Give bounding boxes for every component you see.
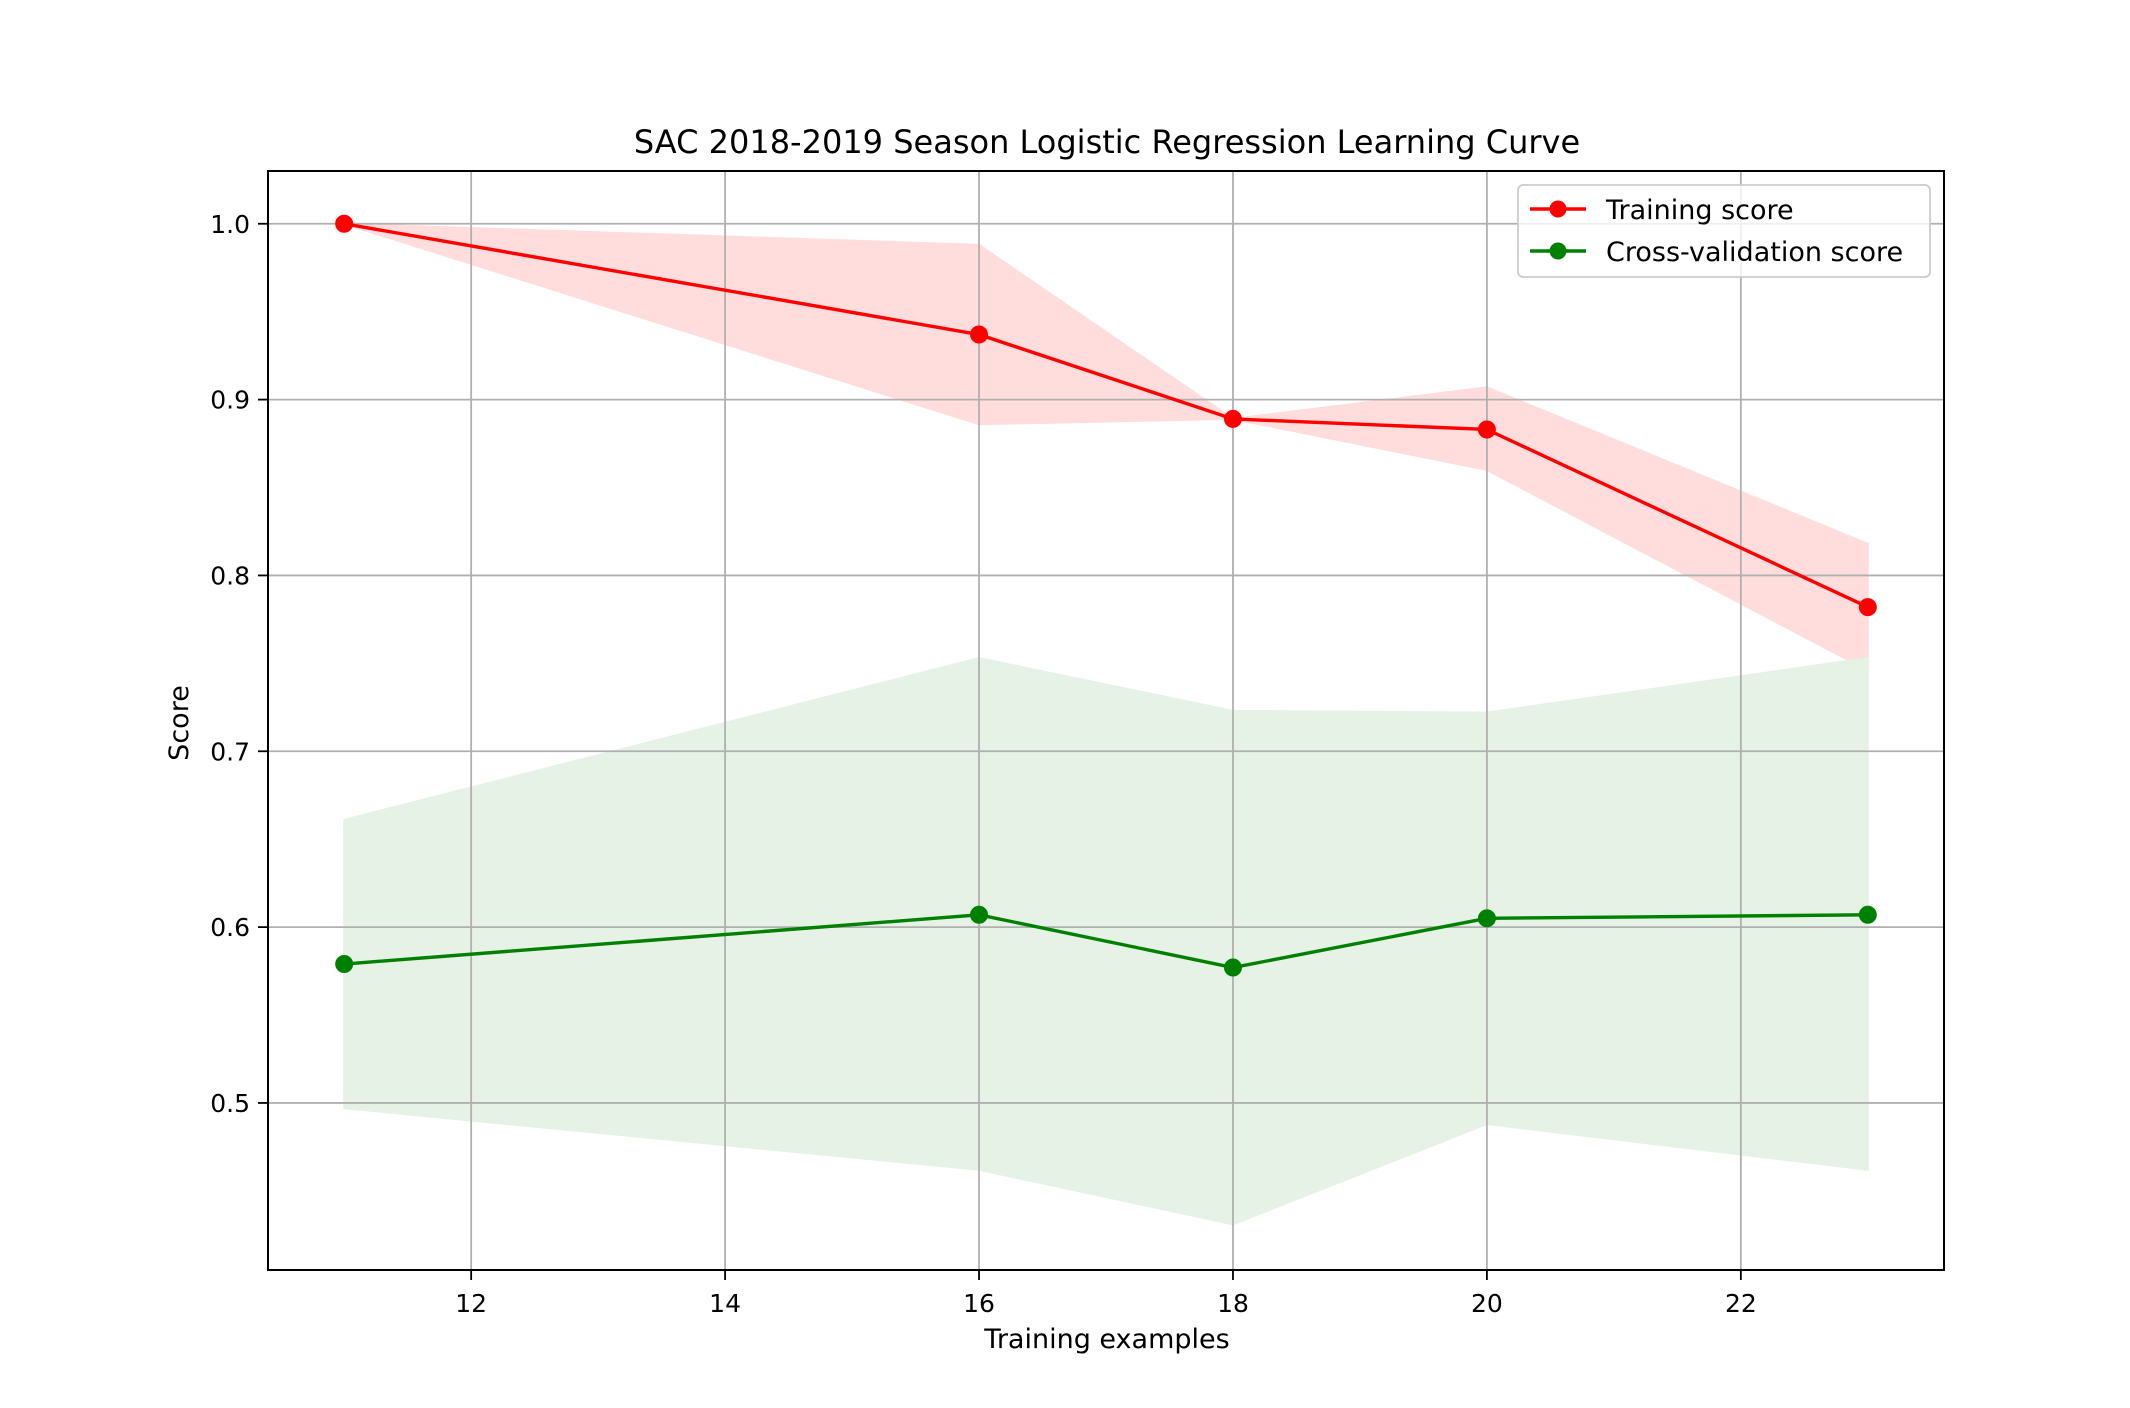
legend: Training score Cross-validation score (1517, 184, 1931, 278)
y-tick-label-0: 0.5 (210, 1089, 250, 1118)
chart-title: SAC 2018-2019 Season Logistic Regression… (634, 123, 1580, 161)
x-tick-label-4: 20 (1471, 1289, 1503, 1318)
axis-ticks: 12 14 16 18 20 22 0.5 0.6 0.7 0.8 0.9 1.0 (210, 210, 1757, 1318)
legend-marker-0 (1549, 200, 1567, 218)
y-tick-label-5: 1.0 (210, 210, 250, 239)
series-1-point-0 (335, 955, 354, 974)
legend-box (1517, 184, 1931, 278)
x-tick-label-5: 22 (1725, 1289, 1757, 1318)
series-1-point-3 (1477, 909, 1496, 928)
series-1-point-2 (1223, 958, 1242, 977)
series-0-point-0 (335, 214, 354, 233)
series-1-point-4 (1858, 905, 1877, 924)
x-tick-label-3: 18 (1217, 1289, 1249, 1318)
x-tick-label-0: 12 (455, 1289, 487, 1318)
series-1-point-1 (970, 905, 989, 924)
x-tick-label-1: 14 (709, 1289, 741, 1318)
legend-label-0: Training score (1605, 195, 1794, 226)
x-tick-label-2: 16 (963, 1289, 995, 1318)
y-tick-label-1: 0.6 (210, 913, 250, 942)
y-tick-label-3: 0.8 (210, 561, 250, 590)
y-axis-label: Score (164, 685, 195, 761)
grid-lines (268, 171, 1944, 1270)
series-0-point-1 (970, 325, 989, 344)
legend-marker-1 (1549, 242, 1567, 260)
series-0-point-2 (1223, 409, 1242, 428)
series-0-point-3 (1477, 420, 1496, 439)
series-0-point-4 (1858, 598, 1877, 617)
x-axis-label: Training examples (983, 1324, 1229, 1355)
legend-label-1: Cross-validation score (1606, 237, 1903, 268)
plot-area-frame (267, 170, 1945, 1271)
y-tick-label-2: 0.7 (210, 737, 250, 766)
y-tick-label-4: 0.9 (210, 386, 250, 415)
series-points (335, 214, 1877, 977)
